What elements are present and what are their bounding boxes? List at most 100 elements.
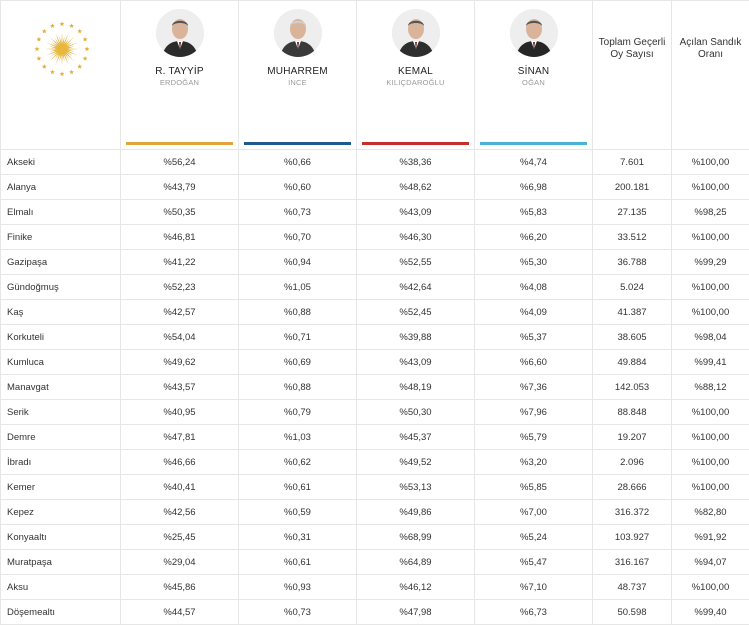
cell-kilicdaroglu: %50,30: [357, 400, 475, 425]
district-name: Finike: [1, 225, 121, 250]
cell-erdogan: %54,04: [121, 325, 239, 350]
portrait-ince-icon: [274, 9, 322, 57]
district-name: Gündoğmuş: [1, 275, 121, 300]
cell-total: 142.053: [593, 375, 672, 400]
district-name: Muratpaşa: [1, 550, 121, 575]
cell-opened: %99,40: [672, 600, 749, 625]
cell-opened: %100,00: [672, 450, 749, 475]
cell-ince: %0,70: [239, 225, 357, 250]
opened-ballot-header: Açılan Sandık Oranı: [672, 1, 749, 150]
cell-opened: %100,00: [672, 225, 749, 250]
cell-kilicdaroglu: %43,09: [357, 200, 475, 225]
cell-erdogan: %43,57: [121, 375, 239, 400]
cell-ince: %0,59: [239, 500, 357, 525]
cell-erdogan: %25,45: [121, 525, 239, 550]
total-votes-header-line2: Oy Sayısı: [593, 49, 671, 61]
cell-ogan: %7,36: [475, 375, 593, 400]
cell-ogan: %3,20: [475, 450, 593, 475]
cell-opened: %88,12: [672, 375, 749, 400]
cell-total: 316.167: [593, 550, 672, 575]
cell-total: 38.605: [593, 325, 672, 350]
district-name: Kumluca: [1, 350, 121, 375]
cell-total: 88.848: [593, 400, 672, 425]
cell-kilicdaroglu: %46,12: [357, 575, 475, 600]
cell-kilicdaroglu: %39,88: [357, 325, 475, 350]
cell-erdogan: %41,22: [121, 250, 239, 275]
district-name: Gazipaşa: [1, 250, 121, 275]
cell-ogan: %4,08: [475, 275, 593, 300]
cell-erdogan: %52,23: [121, 275, 239, 300]
district-name: Akseki: [1, 150, 121, 175]
cell-erdogan: %42,56: [121, 500, 239, 525]
cell-ogan: %4,74: [475, 150, 593, 175]
cell-kilicdaroglu: %45,37: [357, 425, 475, 450]
cell-total: 41.387: [593, 300, 672, 325]
candidate-first-name: SİNAN: [475, 66, 592, 78]
district-name: Korkuteli: [1, 325, 121, 350]
candidate-first-name: MUHARREM: [239, 66, 356, 78]
portrait-erdogan-icon: [156, 9, 204, 57]
cell-opened: %100,00: [672, 575, 749, 600]
cell-erdogan: %44,57: [121, 600, 239, 625]
opened-ballot-header-line1: Açılan Sandık: [672, 37, 749, 49]
candidate-color-bar: [126, 142, 233, 145]
cell-kilicdaroglu: %52,55: [357, 250, 475, 275]
cell-ince: %0,31: [239, 525, 357, 550]
district-name: Kepez: [1, 500, 121, 525]
cell-kilicdaroglu: %48,19: [357, 375, 475, 400]
total-votes-header: Toplam Geçerli Oy Sayısı: [593, 1, 672, 150]
cell-total: 27.135: [593, 200, 672, 225]
candidate-color-bar: [244, 142, 351, 145]
cell-ince: %1,05: [239, 275, 357, 300]
cell-opened: %100,00: [672, 300, 749, 325]
cell-kilicdaroglu: %49,52: [357, 450, 475, 475]
cell-kilicdaroglu: %68,99: [357, 525, 475, 550]
cell-kilicdaroglu: %53,13: [357, 475, 475, 500]
cell-erdogan: %56,24: [121, 150, 239, 175]
cell-erdogan: %47,81: [121, 425, 239, 450]
cell-ince: %0,61: [239, 475, 357, 500]
district-name: İbradı: [1, 450, 121, 475]
cell-opened: %100,00: [672, 150, 749, 175]
cell-opened: %91,92: [672, 525, 749, 550]
cell-ogan: %6,20: [475, 225, 593, 250]
cell-ince: %0,60: [239, 175, 357, 200]
cell-opened: %100,00: [672, 175, 749, 200]
cell-total: 36.788: [593, 250, 672, 275]
cell-kilicdaroglu: %64,89: [357, 550, 475, 575]
emblem-cell: [1, 1, 121, 150]
cell-opened: %100,00: [672, 400, 749, 425]
cell-total: 7.601: [593, 150, 672, 175]
cell-total: 33.512: [593, 225, 672, 250]
cell-ince: %0,71: [239, 325, 357, 350]
cell-ince: %0,73: [239, 600, 357, 625]
cell-ince: %0,62: [239, 450, 357, 475]
cell-total: 2.096: [593, 450, 672, 475]
candidate-last-name: İNCE: [239, 78, 356, 88]
portrait-kilicdaroglu-icon: [392, 9, 440, 57]
district-name: Konyaaltı: [1, 525, 121, 550]
cell-ogan: %6,60: [475, 350, 593, 375]
presidential-emblem-icon: [32, 19, 92, 79]
cell-ogan: %7,00: [475, 500, 593, 525]
candidate-color-bar: [480, 142, 587, 145]
cell-opened: %82,80: [672, 500, 749, 525]
cell-erdogan: %49,62: [121, 350, 239, 375]
cell-kilicdaroglu: %47,98: [357, 600, 475, 625]
cell-opened: %98,25: [672, 200, 749, 225]
cell-total: 200.181: [593, 175, 672, 200]
total-votes-header-line1: Toplam Geçerli: [593, 37, 671, 49]
district-name: Aksu: [1, 575, 121, 600]
cell-ogan: %5,47: [475, 550, 593, 575]
